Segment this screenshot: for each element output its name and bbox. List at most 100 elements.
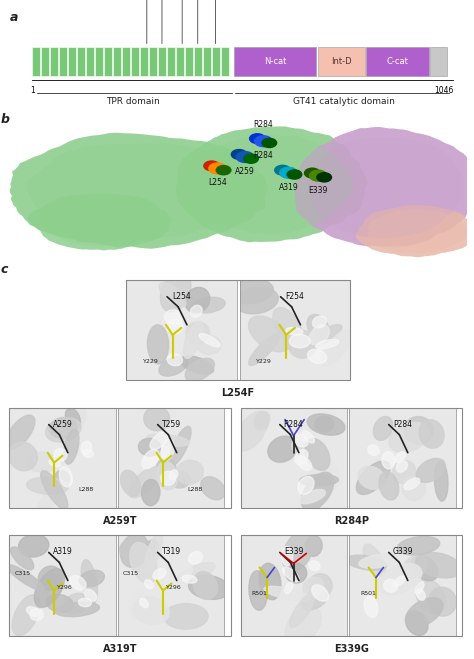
Text: A319: A319 <box>279 183 298 192</box>
Ellipse shape <box>50 417 77 438</box>
Text: A259T: A259T <box>103 516 137 526</box>
Ellipse shape <box>78 598 91 607</box>
Ellipse shape <box>285 607 321 644</box>
Ellipse shape <box>38 566 62 590</box>
Text: Y296: Y296 <box>166 585 182 590</box>
Text: R501: R501 <box>252 591 268 596</box>
Ellipse shape <box>235 287 278 314</box>
Ellipse shape <box>301 590 328 610</box>
Ellipse shape <box>84 589 97 601</box>
Ellipse shape <box>284 334 313 351</box>
Ellipse shape <box>363 544 385 576</box>
Ellipse shape <box>7 565 44 590</box>
Text: L254F: L254F <box>222 388 255 398</box>
Text: L254: L254 <box>208 179 227 188</box>
Ellipse shape <box>193 571 218 600</box>
Ellipse shape <box>201 476 225 500</box>
Text: Y296: Y296 <box>57 585 73 590</box>
Ellipse shape <box>392 461 415 484</box>
Ellipse shape <box>41 471 68 509</box>
Polygon shape <box>27 194 172 250</box>
Ellipse shape <box>308 349 327 363</box>
Ellipse shape <box>46 418 81 442</box>
Ellipse shape <box>315 416 334 432</box>
Ellipse shape <box>81 441 91 455</box>
Ellipse shape <box>248 316 290 352</box>
Ellipse shape <box>299 490 325 503</box>
Ellipse shape <box>140 598 148 608</box>
Ellipse shape <box>416 552 462 578</box>
Ellipse shape <box>268 436 297 462</box>
Circle shape <box>255 136 272 147</box>
Text: A319T: A319T <box>103 644 137 654</box>
Ellipse shape <box>359 414 385 437</box>
Ellipse shape <box>364 596 378 617</box>
Ellipse shape <box>65 408 81 429</box>
Ellipse shape <box>27 607 40 616</box>
Polygon shape <box>356 205 474 257</box>
Ellipse shape <box>60 410 86 442</box>
Ellipse shape <box>196 335 221 355</box>
Ellipse shape <box>307 414 345 435</box>
Ellipse shape <box>368 445 379 455</box>
Ellipse shape <box>130 542 157 584</box>
Ellipse shape <box>396 461 408 473</box>
Ellipse shape <box>416 579 445 614</box>
Ellipse shape <box>305 439 330 471</box>
Text: L288: L288 <box>78 487 93 492</box>
Ellipse shape <box>46 594 73 612</box>
Ellipse shape <box>191 305 202 317</box>
FancyBboxPatch shape <box>50 47 58 76</box>
Ellipse shape <box>301 473 334 511</box>
Ellipse shape <box>292 441 312 459</box>
Ellipse shape <box>192 297 225 313</box>
Ellipse shape <box>286 328 303 335</box>
Ellipse shape <box>283 530 313 572</box>
Ellipse shape <box>304 548 345 565</box>
FancyBboxPatch shape <box>95 47 103 76</box>
Polygon shape <box>308 137 463 239</box>
Ellipse shape <box>404 416 433 444</box>
Ellipse shape <box>428 587 456 616</box>
Ellipse shape <box>307 314 329 339</box>
Text: L288: L288 <box>187 487 202 492</box>
FancyBboxPatch shape <box>194 47 202 76</box>
Ellipse shape <box>290 594 314 627</box>
Ellipse shape <box>316 339 339 349</box>
Ellipse shape <box>249 571 267 610</box>
Ellipse shape <box>142 540 158 559</box>
Ellipse shape <box>156 566 192 596</box>
Ellipse shape <box>55 602 100 617</box>
Ellipse shape <box>146 434 190 446</box>
Text: C-cat: C-cat <box>387 57 409 66</box>
Text: TPR domain: TPR domain <box>107 98 160 106</box>
Text: F254: F254 <box>285 292 304 301</box>
Ellipse shape <box>30 608 43 621</box>
Ellipse shape <box>295 449 308 465</box>
FancyBboxPatch shape <box>167 47 175 76</box>
Ellipse shape <box>235 411 268 451</box>
Ellipse shape <box>156 459 176 477</box>
Ellipse shape <box>164 310 182 324</box>
Ellipse shape <box>389 422 429 452</box>
Ellipse shape <box>185 358 214 382</box>
Ellipse shape <box>379 472 399 500</box>
Ellipse shape <box>170 426 191 465</box>
Ellipse shape <box>377 563 422 594</box>
Ellipse shape <box>79 570 104 587</box>
Ellipse shape <box>285 563 307 583</box>
FancyBboxPatch shape <box>318 47 365 76</box>
Circle shape <box>317 173 331 182</box>
Ellipse shape <box>145 580 153 588</box>
Text: A259: A259 <box>235 167 255 176</box>
Ellipse shape <box>164 604 208 629</box>
Ellipse shape <box>298 476 314 494</box>
Ellipse shape <box>176 461 203 484</box>
Ellipse shape <box>419 420 444 448</box>
Ellipse shape <box>125 285 152 304</box>
Ellipse shape <box>144 407 170 431</box>
Ellipse shape <box>292 434 308 447</box>
Ellipse shape <box>27 477 68 494</box>
Text: C315: C315 <box>123 571 139 576</box>
Ellipse shape <box>185 287 210 313</box>
